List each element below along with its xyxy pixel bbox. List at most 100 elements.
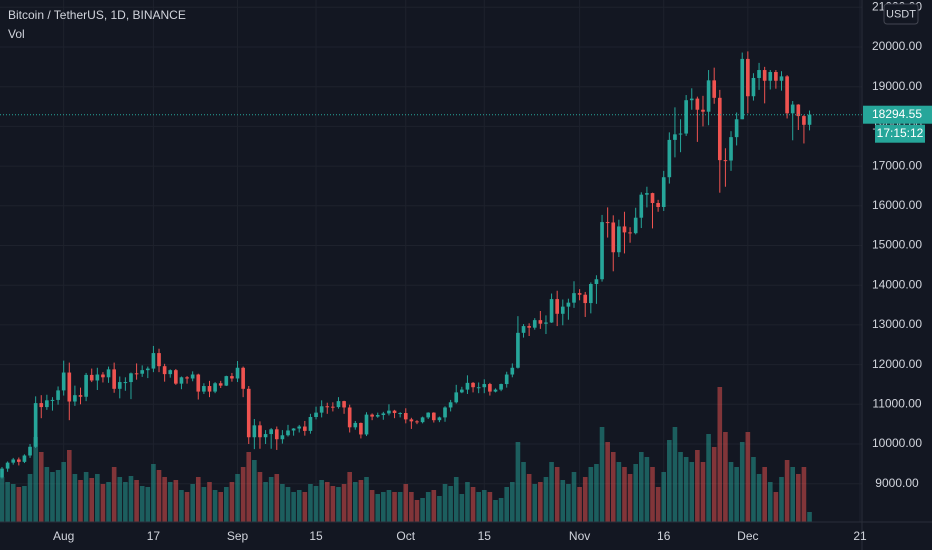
candle-body xyxy=(628,232,632,234)
candle-body xyxy=(476,387,481,389)
volume-bar xyxy=(235,474,240,522)
volume-bar xyxy=(128,476,134,522)
volume-bar xyxy=(5,482,10,522)
volume-bar xyxy=(594,464,599,522)
candle-body xyxy=(106,369,111,378)
volume-bar xyxy=(369,490,375,522)
candle-body xyxy=(202,386,206,392)
volume-label: Vol xyxy=(8,27,25,41)
volume-bar xyxy=(240,467,246,522)
candle-body xyxy=(712,80,717,98)
volume-bar xyxy=(89,478,95,522)
volume-bar xyxy=(291,492,296,522)
volume-bar xyxy=(689,462,695,522)
candle-body xyxy=(297,426,302,429)
volume-bar xyxy=(0,477,5,522)
candle-body xyxy=(521,326,526,333)
candle-body xyxy=(286,430,290,436)
candle-body xyxy=(701,109,705,112)
x-tick-label: Nov xyxy=(569,529,590,543)
candle-body xyxy=(11,459,16,463)
candle-body xyxy=(639,194,644,218)
volume-bar xyxy=(784,460,790,522)
volume-bar xyxy=(274,474,280,522)
candle-body xyxy=(50,399,55,401)
volume-bar xyxy=(605,442,610,522)
volume-bar xyxy=(95,474,100,522)
volume-bar xyxy=(229,482,235,522)
volume-bar xyxy=(173,480,179,522)
volume-bar xyxy=(734,467,739,522)
candle-body xyxy=(263,434,268,438)
volume-bar xyxy=(324,482,330,522)
volume-bar xyxy=(184,492,190,522)
candle-body xyxy=(89,374,94,381)
volume-bar xyxy=(162,477,167,522)
candle-body xyxy=(617,226,621,253)
volume-bar xyxy=(453,477,459,522)
volume-bar xyxy=(212,490,218,522)
volume-bar xyxy=(638,452,644,522)
x-tick-label: Dec xyxy=(737,529,758,543)
volume-bar xyxy=(526,474,532,522)
candle-body xyxy=(5,462,10,469)
volume-bar xyxy=(476,492,481,522)
volume-bar xyxy=(145,487,151,522)
volume-bar xyxy=(762,467,767,522)
volume-bar xyxy=(678,452,683,522)
volume-bar xyxy=(201,487,207,522)
volume-bar xyxy=(767,482,773,522)
volume-bar xyxy=(566,484,571,522)
y-tick-label: 10000.00 xyxy=(872,436,922,450)
volume-bar xyxy=(33,437,38,522)
volume-bar xyxy=(44,467,50,522)
volume-bar xyxy=(78,480,83,522)
currency-button[interactable] xyxy=(883,3,919,25)
volume-bar xyxy=(498,498,504,522)
volume-bar xyxy=(263,482,268,522)
volume-bar xyxy=(72,474,78,522)
candle-body xyxy=(319,406,324,413)
volume-bar xyxy=(487,492,493,522)
candle-body xyxy=(768,72,773,81)
candle-body xyxy=(185,377,189,379)
last-price-label: 18294.55 xyxy=(872,107,922,121)
volume-bar xyxy=(16,487,22,522)
volume-bar xyxy=(308,484,313,522)
currency-label[interactable]: USDT xyxy=(886,8,916,20)
candle-body xyxy=(493,389,498,392)
y-tick-label: 9000.00 xyxy=(875,476,919,490)
candle-body xyxy=(45,400,49,408)
volume-bar xyxy=(728,462,734,522)
y-tick-label: 17000.00 xyxy=(872,158,922,172)
volume-bar xyxy=(190,484,195,522)
volume-bar xyxy=(801,467,807,522)
candle-body xyxy=(123,382,128,384)
volume-bar xyxy=(739,442,745,522)
candle-body xyxy=(426,412,431,418)
candle-body xyxy=(370,414,374,417)
volume-bar xyxy=(672,427,678,522)
volume-bar xyxy=(61,462,66,522)
candle-body xyxy=(213,383,217,392)
candle-body xyxy=(0,468,4,478)
volume-bar xyxy=(425,492,431,522)
candle-body xyxy=(706,80,711,112)
candle-body xyxy=(308,416,313,431)
candle-body xyxy=(437,417,442,421)
volume-bar xyxy=(582,477,588,522)
candle-body xyxy=(572,293,576,303)
candle-body xyxy=(17,459,21,462)
candle-body xyxy=(145,368,150,371)
volume-bar xyxy=(588,467,594,522)
volume-bar xyxy=(156,470,162,522)
candle-body xyxy=(757,70,761,78)
candle-body xyxy=(510,367,515,375)
volume-bar xyxy=(403,484,409,522)
volume-bar xyxy=(358,480,364,522)
volume-bar xyxy=(285,487,291,522)
volume-bar xyxy=(493,500,498,522)
candle-body xyxy=(717,97,722,161)
